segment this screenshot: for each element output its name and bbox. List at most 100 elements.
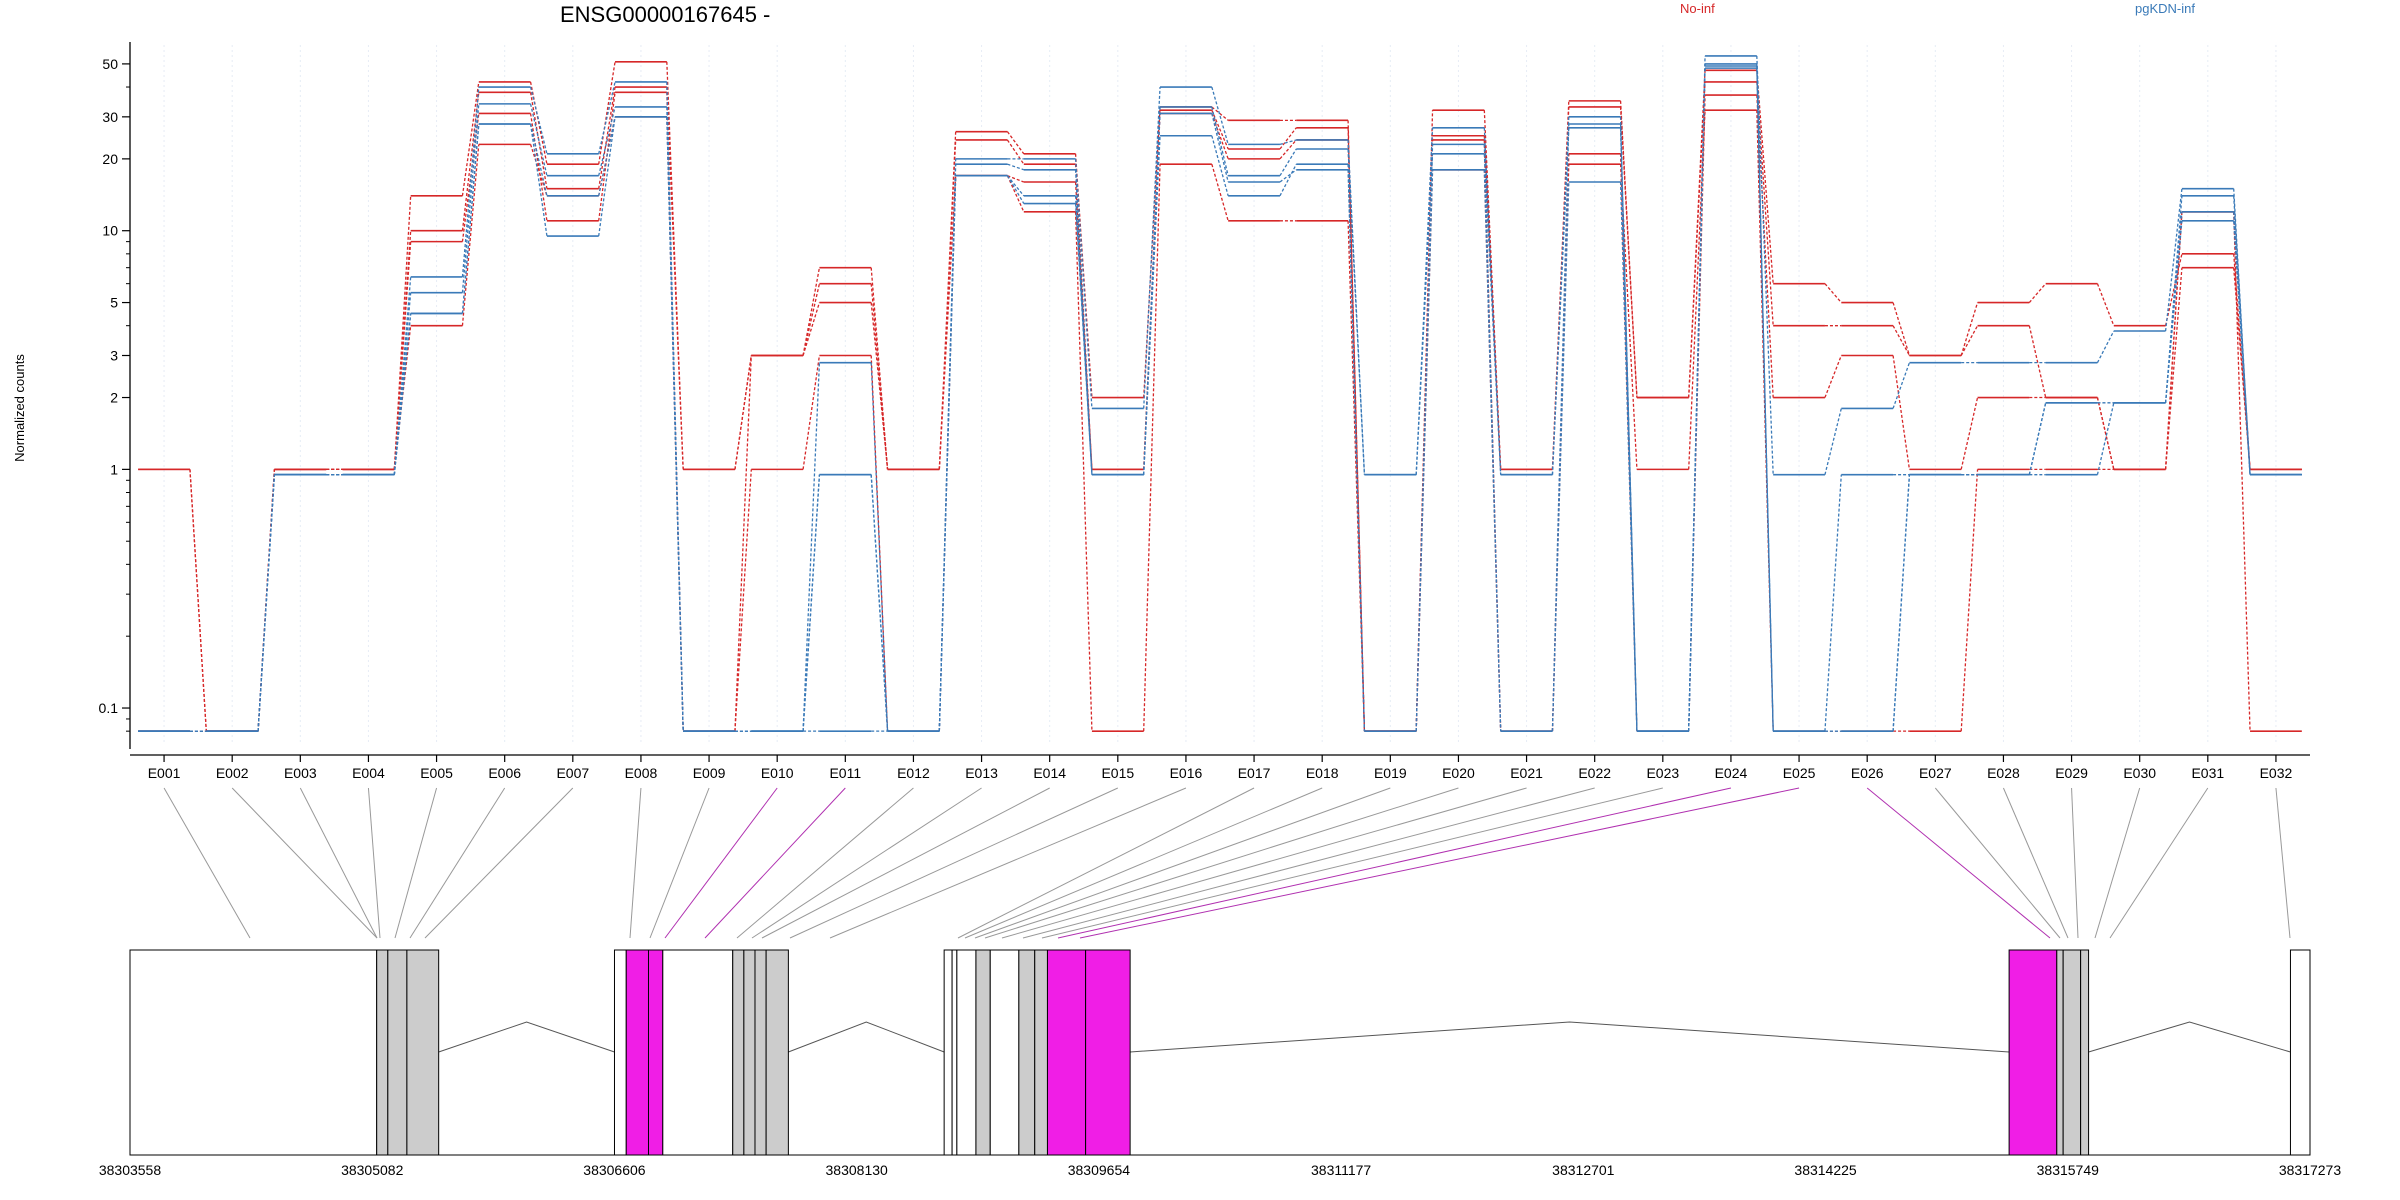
connector-segment [1960, 469, 1979, 732]
connector-segment [1211, 135, 1229, 197]
series-line [138, 81, 2302, 732]
x-tick-label: E032 [2260, 765, 2293, 781]
connector-segment [1279, 148, 1297, 177]
connector-segment [1688, 81, 1706, 398]
connector-segment [598, 86, 616, 189]
series-line [138, 61, 2302, 732]
connector-segment [1483, 135, 1502, 470]
connector-segment [461, 103, 480, 293]
gene-model [129, 949, 2311, 1156]
exon-connector [984, 787, 1459, 939]
exon-connector [957, 787, 1255, 939]
connector-segment [598, 81, 616, 154]
connector-segment [461, 92, 480, 231]
exon-feature [743, 949, 756, 1156]
connector-segment [1892, 302, 1911, 356]
connector-segment [598, 92, 616, 221]
connector-segment [2096, 283, 2115, 326]
connector-segment [257, 474, 276, 732]
connector-segment [1006, 175, 1025, 204]
connector-segment [2233, 211, 2251, 475]
exon-feature [989, 949, 1020, 1156]
x-tick-label: E013 [965, 765, 998, 781]
connector-segment [1007, 175, 1025, 183]
y-tick-label: 5 [110, 295, 118, 311]
connector-segment [1211, 113, 1229, 183]
connector-segment [1619, 123, 1638, 732]
intron-line [1130, 1021, 2010, 1053]
exon-feature [2056, 949, 2064, 1156]
series-lines [138, 55, 2302, 732]
connector-segment [1074, 158, 1093, 409]
exon-connector [2109, 787, 2209, 939]
x-tick-label: E021 [1510, 765, 1543, 781]
x-tick-label: E018 [1306, 765, 1339, 781]
x-tick-label: E009 [693, 765, 726, 781]
connector-segment [1483, 153, 1502, 475]
connector-segment [1960, 397, 1979, 470]
connector-segment [802, 283, 821, 356]
x-tick-label: E012 [897, 765, 930, 781]
connector-segment [734, 355, 752, 470]
x-tick-label: E011 [829, 765, 861, 781]
connector-segment [529, 144, 548, 197]
y-tick-label: 3 [110, 348, 118, 364]
x-tick-label: E022 [1578, 765, 1611, 781]
exon-feature [129, 949, 378, 1156]
connector-segment [1006, 131, 1025, 155]
x-tick-label: E017 [1238, 765, 1271, 781]
connector-segment [1756, 70, 1774, 284]
connector-segment [1892, 474, 1911, 732]
connector-segment [1007, 163, 1025, 171]
connector-segment [2096, 330, 2115, 363]
connector-segment [1824, 474, 1842, 732]
x-tick-label: E008 [625, 765, 658, 781]
y-tick-label: 2 [110, 390, 118, 406]
connector-segment [1347, 148, 1366, 475]
exon-connector [2094, 787, 2141, 939]
x-tick-label: E016 [1170, 765, 1203, 781]
genomic-axis: 38303558 38305082 38306606 38308130 38309654… [99, 1154, 2342, 1178]
connector-segment [666, 86, 684, 470]
connector-segment [1688, 70, 1706, 398]
connector-segment [1824, 408, 1842, 475]
x-tick-label: E006 [488, 765, 521, 781]
connector-segment [666, 61, 684, 470]
connector-segment [1211, 106, 1229, 176]
exon-connector [367, 787, 381, 939]
connector-segment [461, 144, 480, 326]
connector-segment [1415, 153, 1434, 475]
connector-segment [1756, 95, 1774, 398]
exon-feature [2080, 949, 2090, 1156]
connector-segment [461, 113, 480, 242]
y-tick-label: 50 [102, 56, 118, 72]
connector-segment [1143, 113, 1161, 470]
series-line [138, 63, 2302, 732]
x-tick-label: E019 [1374, 765, 1407, 781]
connector-segment [802, 355, 821, 470]
exon-connector [1934, 787, 2061, 939]
connector-segment [1551, 127, 1570, 475]
connector-segment [1960, 325, 1979, 356]
connector-segment [870, 302, 889, 470]
connector-segment [1143, 113, 1161, 475]
connector-segment [1279, 139, 1297, 146]
connector-segment [1006, 139, 1025, 165]
connector-segment [529, 123, 548, 196]
connector-segment [802, 302, 821, 356]
exon-connector [974, 787, 1391, 939]
x-tick-label: E026 [1851, 765, 1884, 781]
connector-segment [257, 474, 276, 732]
connector-segment [598, 106, 616, 176]
connector-segment [1892, 474, 1911, 732]
exon-feature [943, 949, 953, 1156]
connector-segment [257, 474, 276, 732]
genomic-tick-label: 38303558 [99, 1162, 162, 1178]
connector-segment [1143, 164, 1161, 732]
x-tick-label: E014 [1033, 765, 1066, 781]
genomic-tick-label: 38311177 [1311, 1162, 1371, 1178]
exon-feature [956, 949, 977, 1156]
exon-feature [1085, 949, 1131, 1156]
connector-segment [1824, 283, 1842, 303]
genomic-tick-label: 38317273 [2279, 1162, 2342, 1178]
